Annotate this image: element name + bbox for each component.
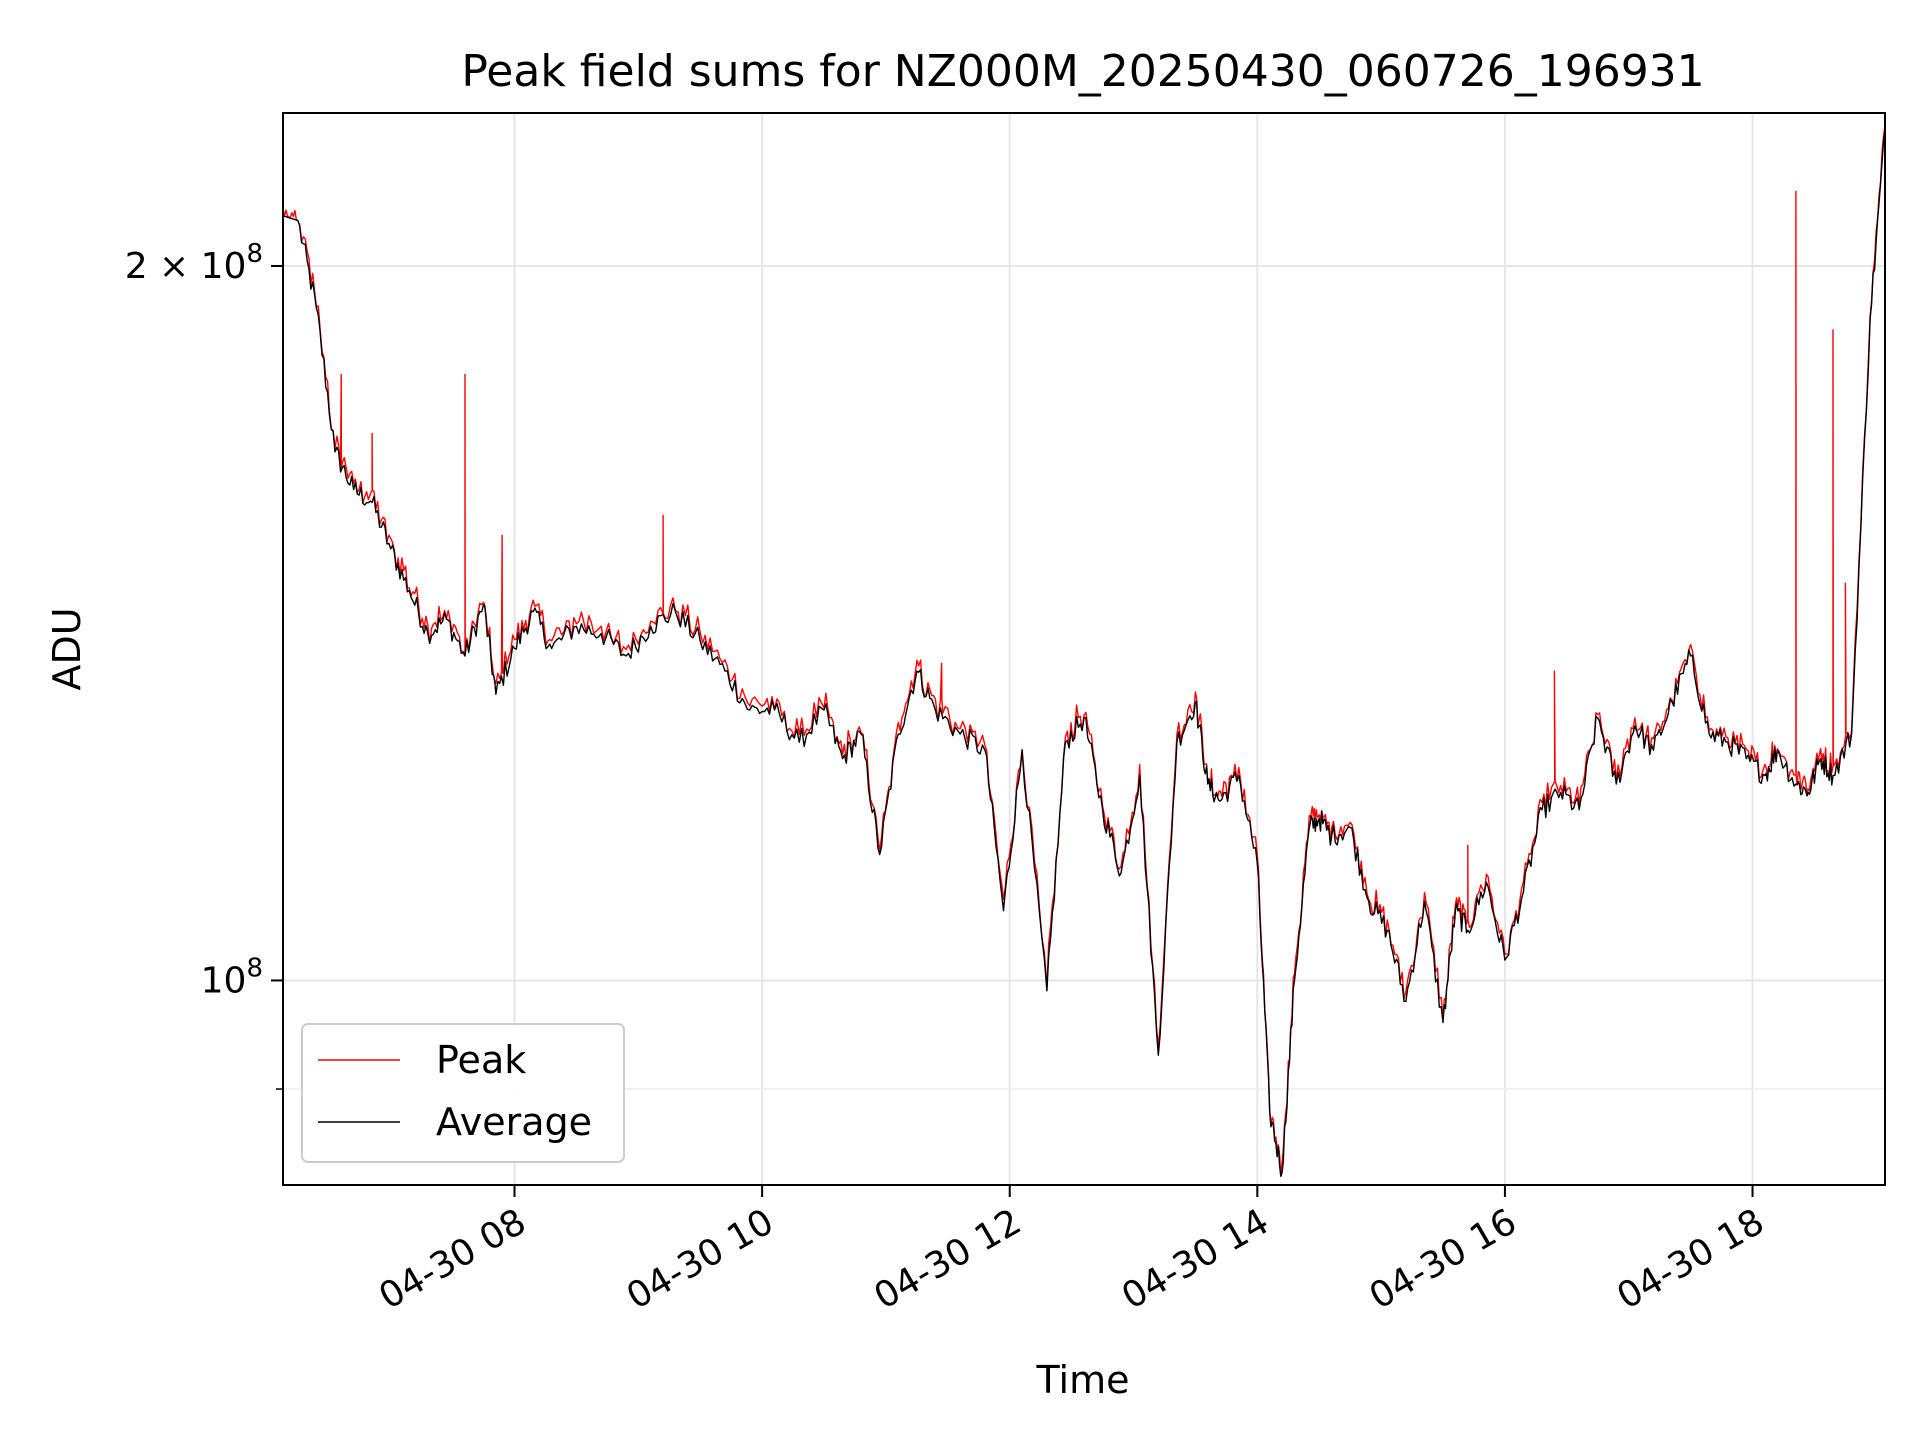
y-axis-label: ADU bbox=[45, 607, 89, 690]
y-axis: 108 2 × 108 bbox=[125, 239, 283, 1090]
legend-label-peak: Peak bbox=[436, 1038, 526, 1082]
chart-title: Peak field sums for NZ000M_20250430_0607… bbox=[461, 46, 1704, 97]
legend-label-average: Average bbox=[436, 1100, 592, 1144]
series-layer bbox=[282, 125, 1886, 1178]
legend: Peak Average bbox=[301, 1023, 625, 1163]
y-tick-label: 108 bbox=[201, 953, 263, 1001]
series-line-average bbox=[282, 130, 1886, 1178]
y-tick-label: 2 × 108 bbox=[125, 239, 263, 287]
legend-box bbox=[301, 1023, 625, 1163]
plot-frame bbox=[282, 112, 1886, 1186]
x-axis-label: Time bbox=[1036, 1358, 1130, 1402]
